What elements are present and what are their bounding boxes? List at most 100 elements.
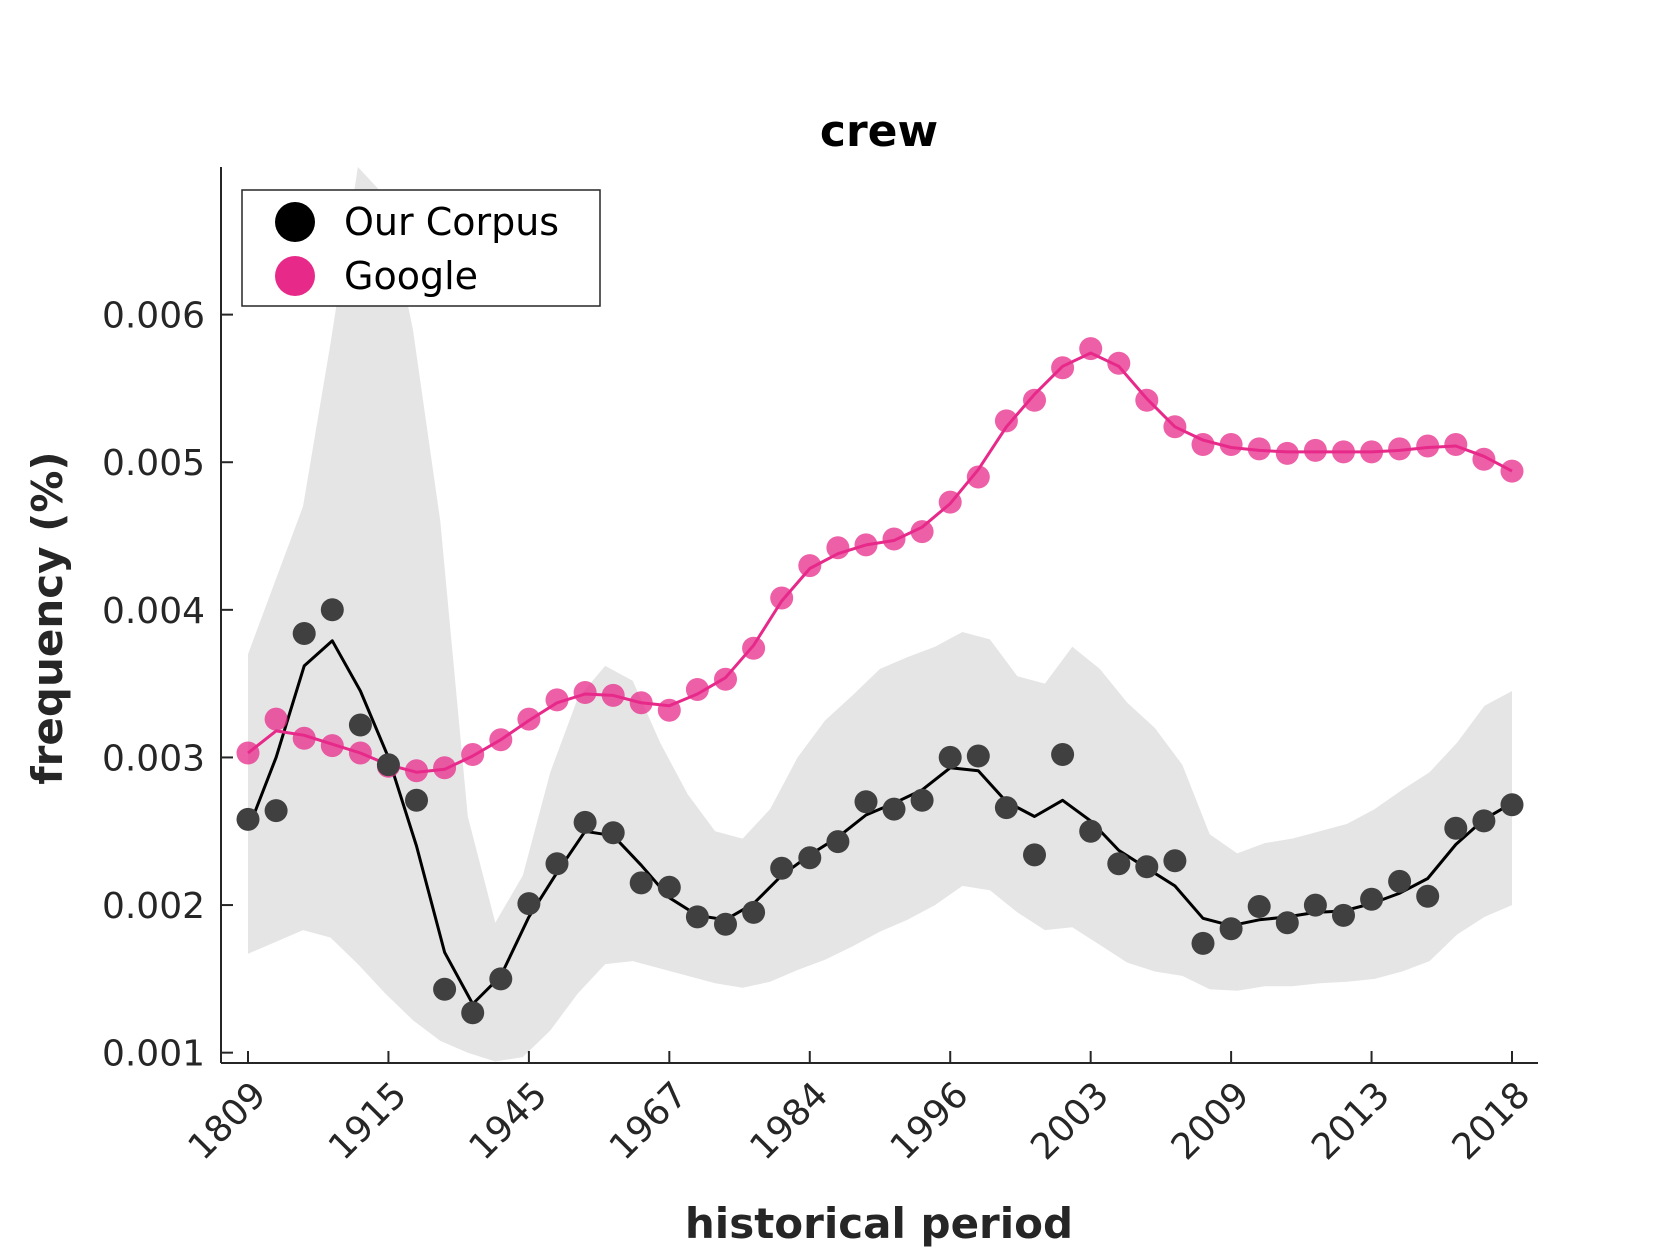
data-point-google <box>1191 433 1215 456</box>
data-point-our-corpus <box>1219 917 1243 941</box>
data-point-our-corpus <box>798 846 822 870</box>
data-point-our-corpus <box>1444 816 1468 840</box>
legend: Our Corpus Google <box>241 189 601 307</box>
data-point-google <box>601 683 625 707</box>
data-point-google <box>1360 440 1384 464</box>
data-point-our-corpus <box>376 753 400 777</box>
data-point-google <box>1051 356 1075 380</box>
data-point-our-corpus <box>292 622 316 645</box>
legend-label-our-corpus: Our Corpus <box>344 200 559 244</box>
data-point-our-corpus <box>1303 893 1327 917</box>
y-tick-label: 0.003 <box>102 738 205 779</box>
data-point-our-corpus <box>1107 852 1131 876</box>
data-point-our-corpus <box>826 830 850 854</box>
data-point-google <box>1247 437 1271 461</box>
y-axis-label: frequency (%) <box>23 451 72 784</box>
data-point-google <box>657 698 681 722</box>
x-tick-label: 1915 <box>321 1074 415 1168</box>
x-tick-label: 1996 <box>883 1074 977 1168</box>
data-point-google <box>1107 351 1131 375</box>
data-point-google <box>854 533 878 557</box>
data-point-google <box>1023 388 1046 412</box>
x-tick-label: 2009 <box>1164 1074 1258 1168</box>
data-point-google <box>1500 459 1524 483</box>
data-point-google <box>685 678 709 701</box>
data-point-our-corpus <box>348 713 372 737</box>
x-axis-label: historical period <box>685 1199 1073 1248</box>
data-point-our-corpus <box>938 745 962 769</box>
data-point-google <box>1079 337 1103 361</box>
series-line-our-corpus <box>246 639 1513 1006</box>
data-point-our-corpus <box>1191 931 1215 955</box>
data-point-our-corpus <box>629 871 653 895</box>
data-point-our-corpus <box>601 821 625 845</box>
data-point-our-corpus <box>1079 819 1103 843</box>
data-point-google <box>405 759 428 783</box>
data-point-google <box>573 681 597 704</box>
data-point-our-corpus <box>854 790 878 814</box>
data-point-our-corpus <box>1500 793 1524 817</box>
x-tick-label: 1945 <box>461 1074 555 1168</box>
data-point-google <box>1275 441 1299 465</box>
x-ticks: 1809 1915 1945 1967 1984 1996 2003 2009 2013 2018 <box>181 1051 1539 1168</box>
data-point-google <box>348 741 372 765</box>
data-point-google <box>882 527 906 551</box>
data-point-google <box>264 707 288 731</box>
x-tick-label: 1967 <box>602 1074 696 1168</box>
data-point-google <box>966 465 990 489</box>
x-tick-label: 1809 <box>181 1074 275 1168</box>
data-point-our-corpus <box>770 856 794 880</box>
data-point-our-corpus <box>657 875 681 899</box>
x-tick-label: 2018 <box>1445 1074 1539 1168</box>
data-point-our-corpus <box>910 788 934 812</box>
confidence-band-layer <box>248 167 1512 1062</box>
data-point-google <box>629 691 653 715</box>
confidence-band-our-corpus <box>248 167 1512 1062</box>
data-point-google <box>517 707 541 731</box>
data-point-google <box>1163 415 1187 439</box>
data-point-google <box>826 536 850 560</box>
data-point-google <box>938 490 962 514</box>
y-ticks: 0.001 0.002 0.003 0.004 0.005 0.006 <box>102 296 233 1075</box>
data-point-our-corpus <box>461 1001 485 1025</box>
data-point-google <box>798 554 822 578</box>
data-point-our-corpus <box>714 912 737 936</box>
data-point-google <box>742 636 766 660</box>
data-point-google <box>770 586 794 610</box>
data-point-our-corpus <box>1135 855 1159 879</box>
data-point-our-corpus <box>320 598 344 622</box>
data-point-our-corpus <box>1051 743 1075 766</box>
data-point-our-corpus <box>685 905 709 929</box>
data-point-google <box>1388 437 1412 461</box>
data-point-google <box>1303 438 1327 462</box>
data-point-google <box>910 520 934 544</box>
series-line-layer <box>246 351 1513 1006</box>
data-point-google <box>433 756 457 780</box>
data-point-our-corpus <box>517 892 541 916</box>
data-point-google <box>320 734 344 758</box>
data-point-our-corpus <box>994 796 1018 820</box>
legend-marker-google <box>275 256 315 296</box>
axes <box>220 167 1538 1064</box>
data-point-our-corpus <box>966 744 990 768</box>
data-marker-layer <box>236 337 1524 1025</box>
y-tick-label: 0.001 <box>102 1034 205 1075</box>
data-point-our-corpus <box>433 977 457 1001</box>
x-tick-label: 2003 <box>1023 1074 1117 1168</box>
data-point-google <box>545 688 569 712</box>
data-point-our-corpus <box>1163 849 1187 873</box>
data-point-google <box>1416 434 1440 458</box>
y-tick-label: 0.002 <box>102 886 205 927</box>
y-tick-label: 0.006 <box>102 296 205 337</box>
data-point-google <box>489 728 513 752</box>
data-point-google <box>1472 447 1496 471</box>
data-point-our-corpus <box>545 852 569 876</box>
legend-marker-our-corpus <box>275 202 315 242</box>
data-point-our-corpus <box>742 900 766 924</box>
data-point-google <box>292 726 316 750</box>
chart-title: crew <box>820 106 938 157</box>
data-point-our-corpus <box>236 807 260 831</box>
data-point-our-corpus <box>489 967 513 991</box>
data-point-our-corpus <box>882 797 906 821</box>
